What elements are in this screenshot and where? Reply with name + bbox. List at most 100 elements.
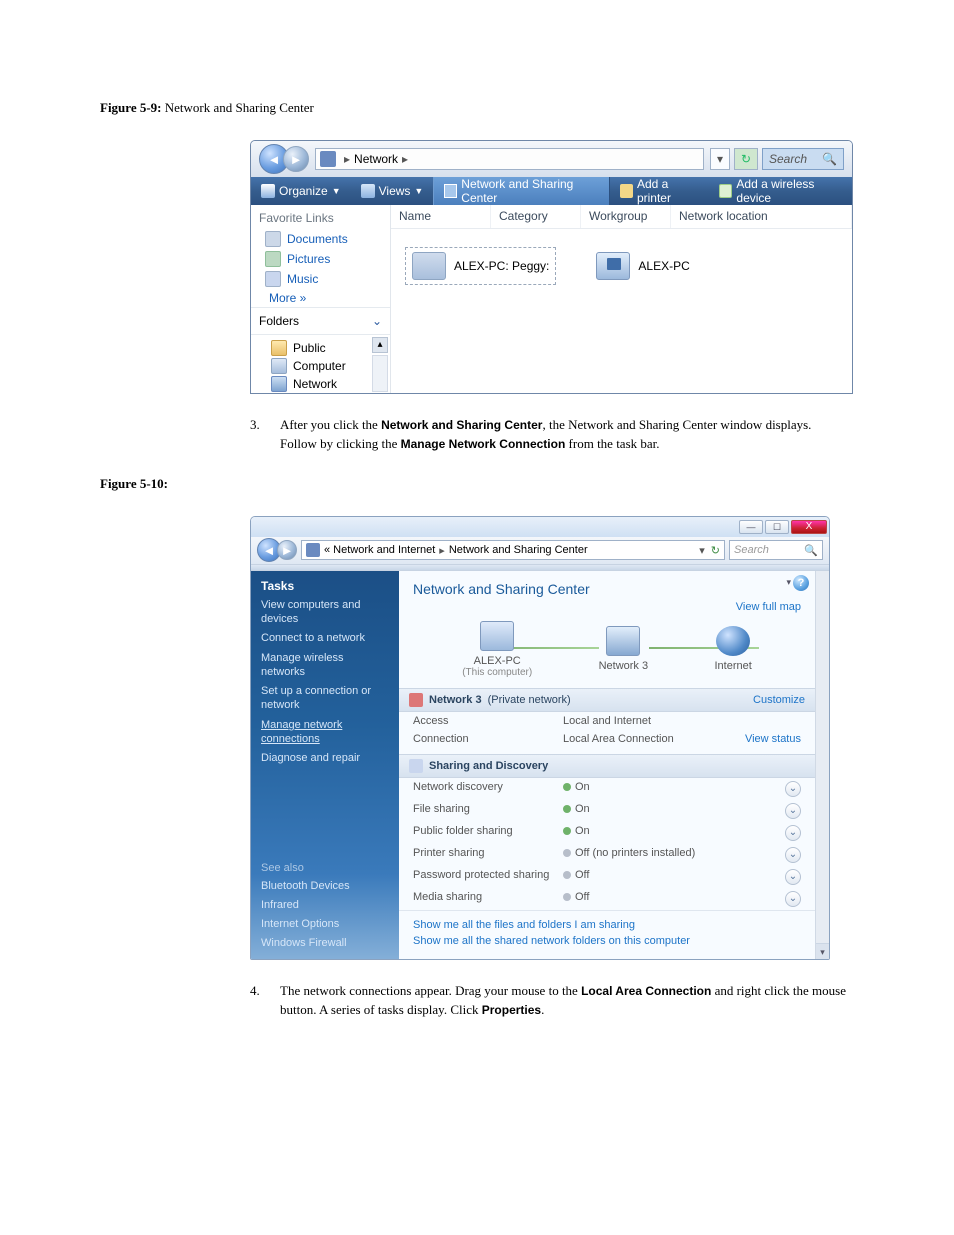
folder-icon [271, 340, 287, 356]
sharing-value: Off [563, 891, 785, 907]
see-also-infrared[interactable]: Infrared [261, 898, 389, 912]
see-also-internet-options[interactable]: Internet Options [261, 917, 389, 931]
show-files-sharing-link[interactable]: Show me all the files and folders I am s… [413, 917, 801, 933]
search-input[interactable]: Search 🔍 [762, 148, 844, 170]
col-category[interactable]: Category [491, 205, 581, 228]
nav-forward-button[interactable]: ► [283, 146, 309, 172]
step-3-b1: Network and Sharing Center [381, 418, 542, 432]
expand-button[interactable]: ⌄ [785, 803, 801, 819]
computer-alex-pc[interactable]: ALEX-PC [596, 247, 689, 285]
organize-icon [261, 184, 275, 198]
crumb-nsc[interactable]: Network and Sharing Center [449, 544, 588, 556]
nsc-body: Tasks View computers and devices Connect… [251, 571, 829, 959]
favorite-music[interactable]: Music [251, 269, 390, 289]
figure-5-10-bold: Figure 5-10: [100, 476, 168, 491]
map-node3-label: Internet [714, 660, 751, 672]
scrollbar-track[interactable] [372, 355, 388, 392]
nsc-title: Network and Sharing Center [399, 571, 815, 601]
step-3-number: 3. [250, 416, 266, 454]
figure-5-9-caption: Figure 5-9: Network and Sharing Center [100, 100, 854, 116]
scrollbar-track-2[interactable] [816, 571, 829, 943]
sharing-value: Off [563, 869, 785, 885]
crumb-dropdown-icon[interactable]: ▾ [699, 544, 705, 557]
scrollbar-down-button[interactable]: ▾ [816, 943, 829, 959]
task-view-computers[interactable]: View computers and devices [261, 598, 389, 627]
breadcrumb-box[interactable]: ▸ Network ▸ [315, 148, 704, 170]
folder-network[interactable]: Network [251, 375, 390, 393]
network-node-icon [606, 626, 640, 656]
refresh-button[interactable]: ↻ [734, 148, 758, 170]
help-icon[interactable]: ? [793, 575, 809, 591]
thispc-icon [480, 621, 514, 651]
col-workgroup[interactable]: Workgroup [581, 205, 671, 228]
nav-forward-button-2[interactable]: ► [277, 540, 297, 560]
task-manage-connections[interactable]: Manage network connections [261, 718, 389, 747]
minimize-button[interactable]: — [739, 520, 763, 534]
pictures-icon [265, 251, 281, 267]
crumb-chevron: ▸ [439, 544, 445, 557]
crumb-network-internet[interactable]: « Network and Internet [324, 544, 435, 556]
show-shared-folders-link[interactable]: Show me all the shared network folders o… [413, 933, 801, 949]
expand-button[interactable]: ⌄ [785, 781, 801, 797]
view-full-map-link[interactable]: View full map [399, 601, 815, 617]
search-icon: 🔍 [822, 152, 837, 166]
map-node-internet[interactable]: Internet [714, 626, 751, 672]
refresh-icon[interactable]: ↻ [711, 544, 720, 557]
device-alex-pc-peggy[interactable]: ALEX-PC: Peggy: [405, 247, 556, 285]
expand-button[interactable]: ⌄ [785, 869, 801, 885]
tasks-header: Tasks [261, 579, 389, 593]
expand-button[interactable]: ⌄ [785, 891, 801, 907]
network-explorer-window: ◄ ► ▸ Network ▸ ▾ ↻ Search 🔍 Organize▼ V… [250, 140, 853, 394]
expand-button[interactable]: ⌄ [785, 847, 801, 863]
breadcrumb-box-2[interactable]: « Network and Internet ▸ Network and Sha… [301, 540, 725, 560]
wifi-icon [719, 184, 732, 198]
history-dropdown-button[interactable]: ▾ [710, 148, 730, 170]
add-wireless-label: Add a wireless device [736, 177, 842, 205]
sharing-title: Sharing and Discovery [429, 760, 548, 772]
see-also-bluetooth[interactable]: Bluetooth Devices [261, 879, 389, 893]
views-icon [361, 184, 375, 198]
add-printer-button[interactable]: Add a printer [610, 177, 709, 205]
folders-header[interactable]: Folders⌄ [251, 307, 390, 334]
folder-computer[interactable]: Computer [251, 357, 390, 375]
favorite-documents[interactable]: Documents [251, 229, 390, 249]
col-network-location[interactable]: Network location [671, 205, 852, 228]
task-connect-network[interactable]: Connect to a network [261, 631, 389, 645]
folder-public[interactable]: Public [251, 339, 390, 357]
favorite-pictures[interactable]: Pictures [251, 249, 390, 269]
col-name[interactable]: Name [391, 205, 491, 228]
breadcrumb-network[interactable]: Network [354, 152, 398, 166]
more-links[interactable]: More » [251, 289, 390, 307]
map-node-network[interactable]: Network 3 [599, 626, 649, 672]
computer-alex-pc-label: ALEX-PC [638, 259, 689, 273]
organize-button[interactable]: Organize▼ [251, 177, 351, 205]
search-placeholder-2: Search [734, 544, 769, 556]
window-chrome: — ☐ X [251, 517, 829, 537]
see-also-windows-firewall[interactable]: Windows Firewall [261, 936, 389, 950]
task-manage-wireless[interactable]: Manage wireless networks [261, 651, 389, 680]
sharing-row: Password protected sharingOff⌄ [399, 866, 815, 888]
tasks-spacer [261, 771, 389, 851]
customize-link[interactable]: Customize [753, 694, 805, 706]
search-placeholder: Search [769, 152, 807, 166]
device-peggy-label: ALEX-PC: Peggy: [454, 259, 549, 273]
view-status-link[interactable]: View status [745, 733, 801, 745]
task-setup-connection[interactable]: Set up a connection or network [261, 684, 389, 713]
map-node1-sub: (This computer) [462, 667, 532, 678]
network-section-icon [409, 693, 423, 707]
map-node-thispc[interactable]: ALEX-PC (This computer) [462, 621, 532, 678]
maximize-button[interactable]: ☐ [765, 520, 789, 534]
vertical-scrollbar[interactable]: ▾ [815, 571, 829, 959]
close-button[interactable]: X [791, 520, 827, 534]
search-input-2[interactable]: Search 🔍 [729, 540, 823, 560]
sharing-row: Printer sharingOff (no printers installe… [399, 844, 815, 866]
scroll-up-button[interactable]: ▴ [372, 337, 388, 353]
task-diagnose-repair[interactable]: Diagnose and repair [261, 751, 389, 765]
add-wireless-button[interactable]: Add a wireless device [709, 177, 852, 205]
network-folder-icon [271, 376, 287, 392]
network-map: ALEX-PC (This computer) Network 3 Intern… [399, 617, 815, 688]
network-sharing-center-button[interactable]: Network and Sharing Center [433, 177, 610, 205]
views-button[interactable]: Views▼ [351, 177, 434, 205]
help-dropdown-icon[interactable]: ▾ [786, 577, 791, 588]
expand-button[interactable]: ⌄ [785, 825, 801, 841]
